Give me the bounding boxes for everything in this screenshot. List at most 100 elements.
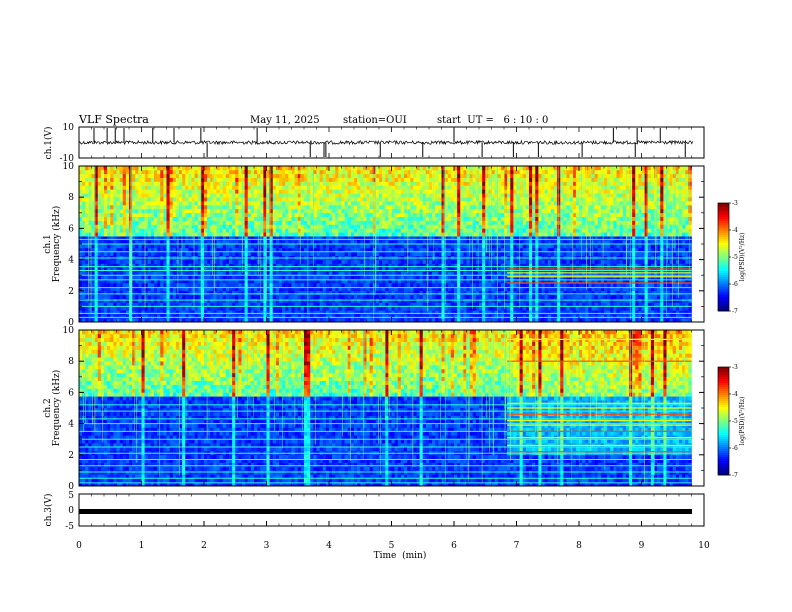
spectrogram-cell xyxy=(79,279,83,284)
spectrogram-cell xyxy=(325,201,330,206)
spectrogram-cell xyxy=(135,298,139,303)
spectrogram-cell xyxy=(216,166,220,171)
spectrogram-cell xyxy=(219,181,224,186)
spectrogram-cell xyxy=(107,244,111,249)
spectrogram-cell xyxy=(272,177,277,182)
spectrogram-cell xyxy=(375,251,380,256)
spectrogram-cell xyxy=(241,185,245,190)
spectrogram-cell xyxy=(272,181,277,186)
spectrogram-cell xyxy=(275,228,280,233)
spectrogram-cell xyxy=(285,224,289,229)
spectrogram-cell xyxy=(160,267,164,272)
spectrogram-cell xyxy=(144,220,149,225)
spectrogram-cell xyxy=(366,181,370,186)
spectrogram-cell xyxy=(291,173,295,178)
spectrogram-cell xyxy=(225,181,230,186)
spectrogram-cell xyxy=(85,173,89,178)
spectrogram-cell xyxy=(100,181,105,186)
spectrogram-cell xyxy=(316,201,320,206)
spectrogram-cell xyxy=(400,173,405,178)
spectrogram-cell xyxy=(247,310,252,315)
spectrogram-cell xyxy=(291,271,295,276)
spectrogram-cell xyxy=(360,189,364,194)
spectrogram-cell xyxy=(266,232,270,237)
spectrogram-cell xyxy=(263,181,267,186)
spectrogram-cell xyxy=(438,271,442,276)
spectrogram-cell xyxy=(410,169,414,175)
spectrogram-cell xyxy=(116,306,120,311)
spectrogram-cell xyxy=(254,244,258,249)
spectrogram-cell xyxy=(91,169,95,175)
spectrogram-cell xyxy=(182,244,186,249)
spectrogram-cell xyxy=(204,236,208,241)
spectrogram-cell xyxy=(325,263,330,268)
spectrogram-cell xyxy=(285,290,289,295)
spectrogram-cell xyxy=(460,205,464,210)
spectrogram-cell xyxy=(400,251,405,256)
spectrogram-cell xyxy=(338,251,342,256)
spectrogram-cell xyxy=(366,294,370,299)
spectrogram-cell xyxy=(447,302,452,307)
spectrogram-cell xyxy=(97,286,102,292)
spectrogram-cell xyxy=(354,201,358,206)
spectrogram-cell xyxy=(413,189,417,194)
spectrogram-cell xyxy=(457,212,461,217)
spectrogram-cell xyxy=(435,310,439,315)
spectrogram-cell xyxy=(229,208,233,214)
spectrogram-cell xyxy=(144,283,149,288)
spectrogram-cell xyxy=(254,247,258,253)
spectrogram-cell xyxy=(413,201,417,206)
spectrogram-cell xyxy=(297,216,302,221)
spectrogram-cell xyxy=(225,232,230,237)
spectrogram-cell xyxy=(279,197,283,202)
figure-title: VLF Spectra xyxy=(78,113,149,126)
spectrogram-cell xyxy=(144,294,149,299)
spectrogram-cell xyxy=(207,201,211,206)
spectrogram-cell xyxy=(400,294,405,299)
spectrogram-cell xyxy=(185,310,189,315)
spectrogram-cell xyxy=(188,247,192,253)
spectrogram-cell xyxy=(313,201,317,206)
spectrogram-cell xyxy=(82,201,86,206)
spectrogram-cell xyxy=(79,318,83,323)
spectrogram-cell xyxy=(457,173,461,178)
spectrogram-cell xyxy=(291,267,295,272)
spectrogram-cell xyxy=(91,208,95,214)
spectrogram-cell xyxy=(444,220,449,225)
spectrogram-cell xyxy=(107,267,111,272)
spectrogram-cell xyxy=(129,240,133,245)
spectrogram-cell xyxy=(322,205,327,210)
spectrogram-cell xyxy=(191,290,195,295)
spectrogram-cell xyxy=(457,216,461,221)
spectrogram-cell xyxy=(338,275,342,280)
spectrogram-cell xyxy=(354,224,358,229)
spectrogram-cell xyxy=(344,181,349,186)
spectrogram-cell xyxy=(413,283,417,288)
spectrogram-cell xyxy=(288,224,292,229)
spectrogram-cell xyxy=(154,177,158,182)
spectrogram-cell xyxy=(360,267,364,272)
spectrogram-cell xyxy=(400,201,405,206)
spectrogram-cell xyxy=(413,185,417,190)
spectrogram-cell xyxy=(104,220,108,225)
spectrogram-cell xyxy=(254,240,258,245)
spectrogram-cell xyxy=(435,185,439,190)
spectrogram-cell xyxy=(166,201,170,206)
spectrogram-cell xyxy=(132,224,136,229)
spectrogram-cell xyxy=(319,173,324,178)
spectrogram-cell xyxy=(200,251,205,256)
spectrogram-cell xyxy=(107,294,111,299)
spectrogram-cell xyxy=(341,177,345,182)
spectrogram-cell xyxy=(191,247,195,253)
spectrogram-cell xyxy=(260,177,264,182)
spectrogram-cell xyxy=(332,205,336,210)
spectrogram-cell xyxy=(369,169,374,175)
spectrogram-cell xyxy=(354,244,358,249)
spectrogram-cell xyxy=(166,294,170,299)
spectrogram-cell xyxy=(216,240,220,245)
spectrogram-cell xyxy=(154,302,158,307)
spectrogram-cell xyxy=(132,208,136,214)
spectrogram-cell xyxy=(310,169,314,175)
spectrogram-cell xyxy=(382,286,386,292)
spectrogram-cell xyxy=(457,236,461,241)
